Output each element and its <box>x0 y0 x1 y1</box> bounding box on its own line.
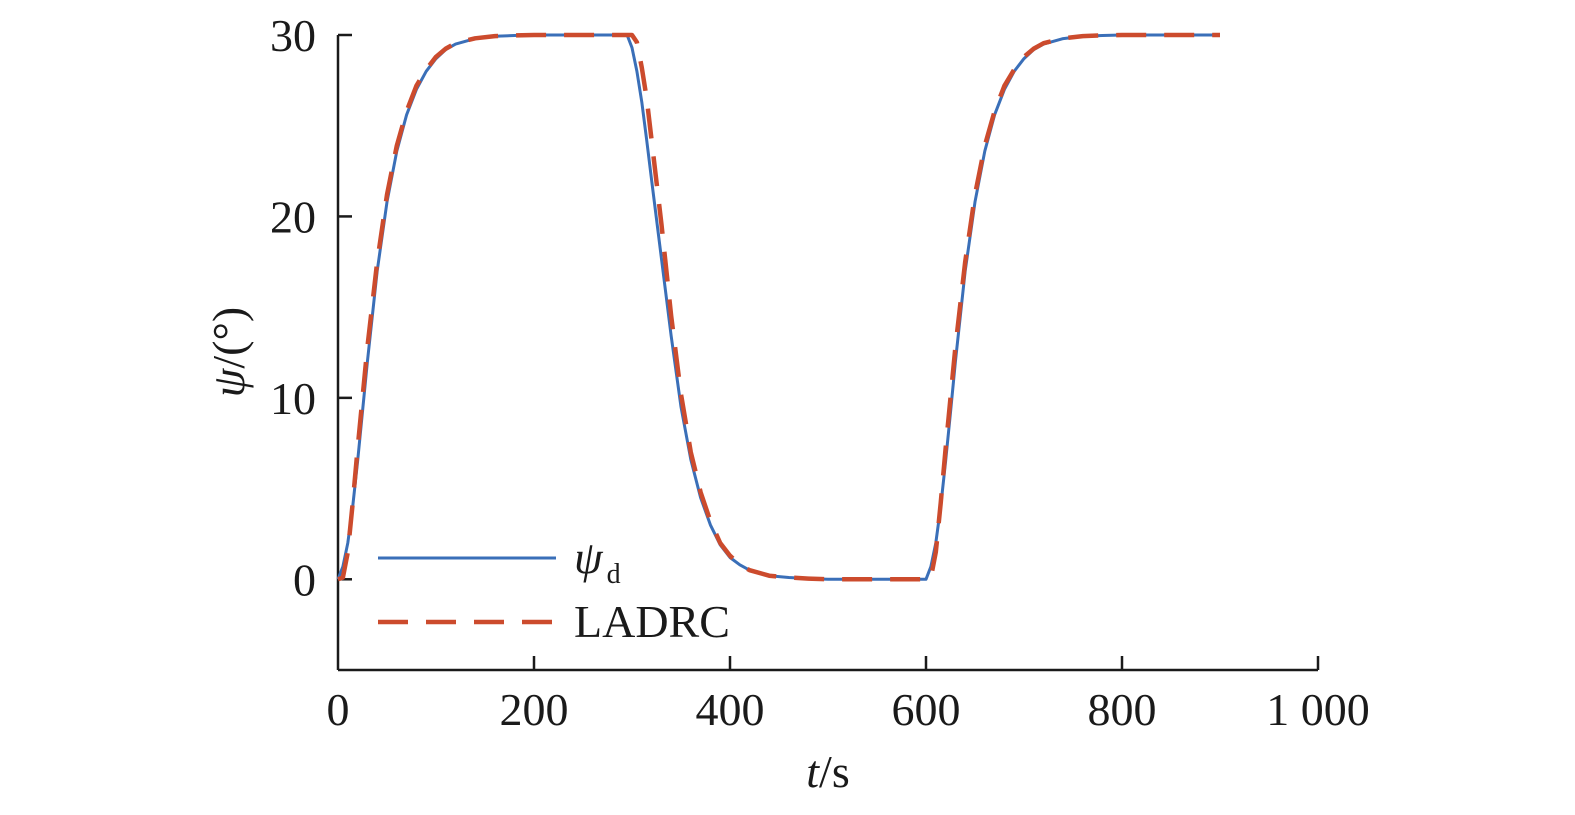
y-tick-label: 0 <box>293 554 316 605</box>
series-group <box>336 32 1220 582</box>
y-tick-label: 10 <box>270 373 316 424</box>
ticks: 0 200 400 600 800 1 000 0 10 20 30 <box>270 10 1370 735</box>
x-tick-label: 200 <box>500 684 569 735</box>
series-line-ladrc <box>337 32 1220 582</box>
legend-label-ladrc: LADRC <box>574 596 730 647</box>
x-tick-label: 1 000 <box>1266 684 1370 735</box>
x-tick-label: 400 <box>696 684 765 735</box>
series-line-psi-d <box>336 33 1220 581</box>
y-tick-label: 20 <box>270 191 316 242</box>
x-axis-label: t/s <box>806 746 849 797</box>
axes <box>336 35 1318 672</box>
y-tick-label: 30 <box>270 10 316 61</box>
legend: ψ d LADRC <box>378 532 730 647</box>
x-tick-label: 0 <box>327 684 350 735</box>
y-axis-label: ψ/(°) <box>203 307 254 397</box>
x-tick-label: 600 <box>892 684 961 735</box>
x-tick-label: 800 <box>1088 684 1157 735</box>
